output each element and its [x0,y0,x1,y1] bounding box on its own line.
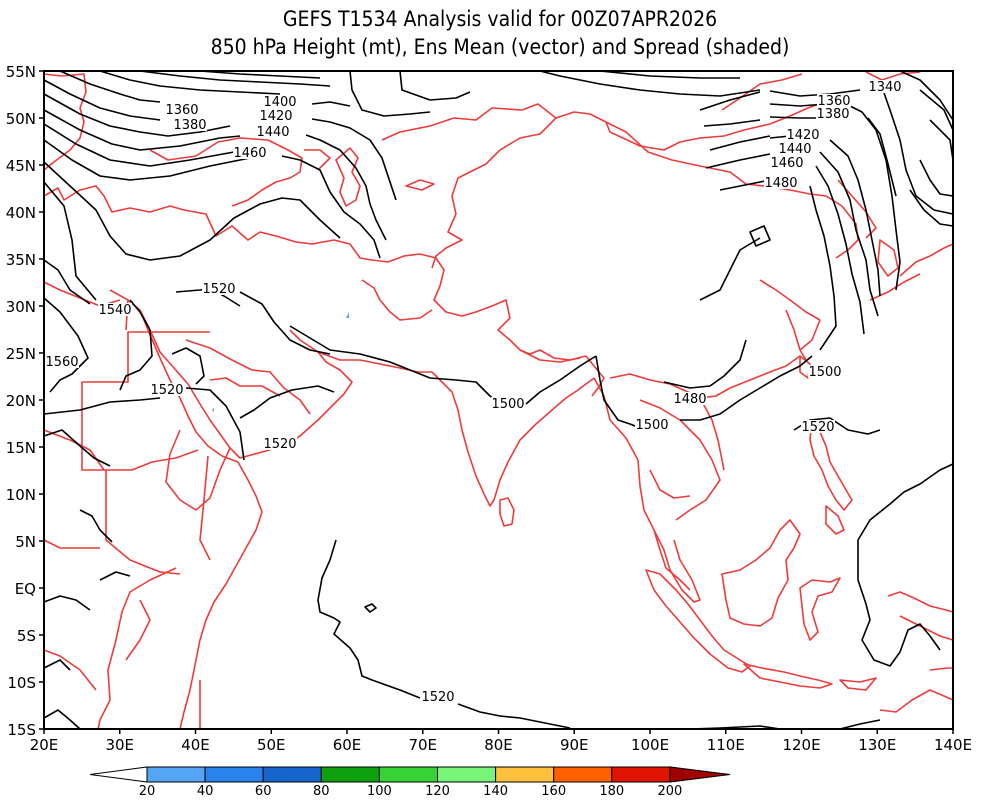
contour-label: 1420 [259,109,292,124]
contour-label: 1520 [202,282,235,297]
lon-tick-label: 100E [631,736,669,754]
lon-tick-label: 20E [30,736,59,754]
contour-label: 1360 [165,103,198,118]
lat-tick-label: 5N [15,533,36,551]
longitude-axis: 20E 30E 40E 50E 60E 70E 80E 90E 100E 110E 120E 130E… [30,729,972,754]
contour-label: 1460 [770,156,803,171]
spread-shading [212,408,214,412]
lat-tick-label: 30N [6,298,36,316]
lat-tick-label: 15N [6,439,36,457]
lon-tick-label: 140E [934,736,972,754]
colorbar-swatch [262,766,322,783]
colorbar-label: 120 [425,784,450,799]
colorbar-swatch [146,766,206,783]
colorbar-label: 160 [541,784,566,799]
colorbar-label: 60 [255,784,272,799]
contour-label: 1500 [635,418,668,433]
lat-tick-label: 5S [17,627,36,645]
contour-label: 1420 [786,128,819,143]
contour-label: 1520 [421,690,454,705]
contour-label: 1520 [150,383,183,398]
lat-tick-label: 15S [7,721,36,739]
lat-tick-label: 45N [6,157,36,175]
colorbar-label: 200 [657,784,682,799]
coastlines [43,71,954,730]
colorbar-swatch [553,766,613,783]
contour-label: 1560 [45,355,78,370]
colorbar-label: 140 [483,784,508,799]
map-title: GEFS T1534 Analysis valid for 00Z07APR20… [282,7,718,31]
colorbar-extend-low [89,766,148,783]
contour-label: 1500 [491,397,524,412]
colorbar-label: 80 [313,784,330,799]
contour-label: 1340 [868,80,901,95]
colorbar-swatch [378,766,438,783]
colorbar-swatch [320,766,380,783]
lat-tick-label: 50N [6,110,36,128]
lat-tick-label: 55N [6,63,36,81]
contour-labels: 1360138014001420144014601340136013801420… [45,80,902,705]
lat-tick-label: 10S [7,674,36,692]
contour-label: 1380 [816,107,849,122]
colorbar-swatch [611,766,671,783]
contour-label: 1480 [673,392,706,407]
lon-tick-label: 130E [858,736,896,754]
contour-label: 1400 [263,95,296,110]
lat-tick-label: 40N [6,204,36,222]
colorbar-swatch [437,766,497,783]
spread-shading [346,312,349,318]
colorbar: 20 40 60 80 100 120 140 160 180 200 [89,766,731,799]
contour-label: 1360 [817,94,850,109]
contour-label: 1500 [808,365,841,380]
colorbar-swatch [204,766,264,783]
colorbar-label: 20 [139,784,156,799]
lat-tick-label: 25N [6,345,36,363]
map-subtitle: 850 hPa Height (mt), Ens Mean (vector) a… [210,35,790,59]
colorbar-label: 40 [197,784,214,799]
contour-label: 1540 [98,303,131,318]
lat-tick-label: EQ [15,580,36,598]
colorbar-extend-high [669,766,731,783]
lon-tick-label: 40E [181,736,210,754]
contour-label: 1440 [256,125,289,140]
lat-tick-label: 20N [6,392,36,410]
colorbar-label: 180 [599,784,624,799]
contour-label: 1380 [173,118,206,133]
lon-tick-label: 50E [257,736,286,754]
contour-label: 1520 [263,437,296,452]
lon-tick-label: 120E [782,736,820,754]
lon-tick-label: 30E [105,736,134,754]
contour-label: 1480 [764,176,797,191]
contour-label: 1440 [778,142,811,157]
contour-label: 1520 [801,420,834,435]
latitude-axis: 55N 50N 45N 40N 35N 30N 25N 20N 15N 10N 5N EQ 5S 10S 1… [6,63,44,739]
lon-tick-label: 60E [333,736,362,754]
lat-tick-label: 35N [6,251,36,269]
lat-tick-label: 10N [6,486,36,504]
lon-tick-label: 80E [484,736,513,754]
lon-tick-label: 110E [707,736,745,754]
colorbar-swatch [495,766,555,783]
colorbar-label: 100 [367,784,392,799]
height-contours [43,70,954,730]
lon-tick-label: 90E [560,736,589,754]
lon-tick-label: 70E [408,736,437,754]
contour-label: 1460 [233,146,266,161]
